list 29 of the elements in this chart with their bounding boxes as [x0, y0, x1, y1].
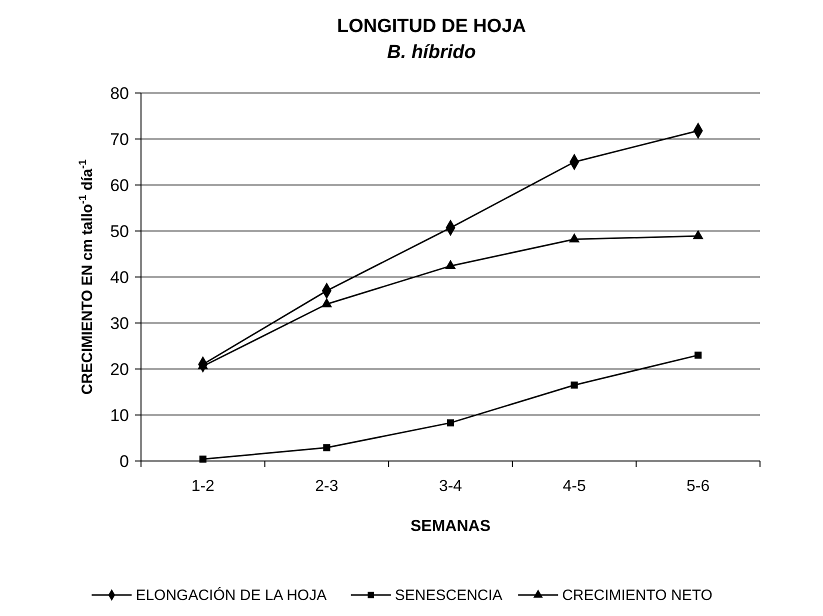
chart-subtitle: B. híbrido — [387, 42, 476, 63]
y-tick-label: 80 — [110, 84, 129, 103]
point — [445, 260, 456, 270]
y-tick-label: 50 — [110, 222, 129, 241]
x-tick-label: 2-3 — [315, 478, 338, 495]
chart-title: LONGITUD DE HOJA — [337, 16, 526, 37]
point — [694, 352, 702, 359]
legend-label: SENESCENCIA — [394, 587, 502, 604]
point — [323, 444, 330, 452]
y-tick-label: 70 — [110, 130, 129, 149]
y-tick-label: 10 — [110, 406, 129, 425]
y-tick-label: 60 — [110, 176, 129, 195]
x-tick-label: 4-5 — [562, 478, 586, 495]
legend-label: CRECIMIENTO NETO — [562, 587, 712, 604]
legend-label: ELONGACIÓN DE LA HOJA — [136, 586, 327, 604]
point — [570, 382, 578, 389]
x-axis-title: SEMANAS — [410, 518, 491, 535]
y-tick-label: 40 — [110, 268, 129, 287]
point — [199, 456, 206, 463]
point — [446, 419, 454, 426]
y-tick-label: 30 — [110, 314, 129, 333]
point — [568, 233, 580, 242]
y-tick-label: 0 — [120, 452, 129, 471]
point — [321, 298, 332, 308]
x-tick-label: 3-4 — [438, 478, 462, 495]
point — [692, 230, 704, 240]
x-tick-label: 5-6 — [686, 478, 710, 495]
x-tick-label: 1-2 — [191, 478, 215, 495]
y-tick-label: 20 — [110, 360, 129, 379]
